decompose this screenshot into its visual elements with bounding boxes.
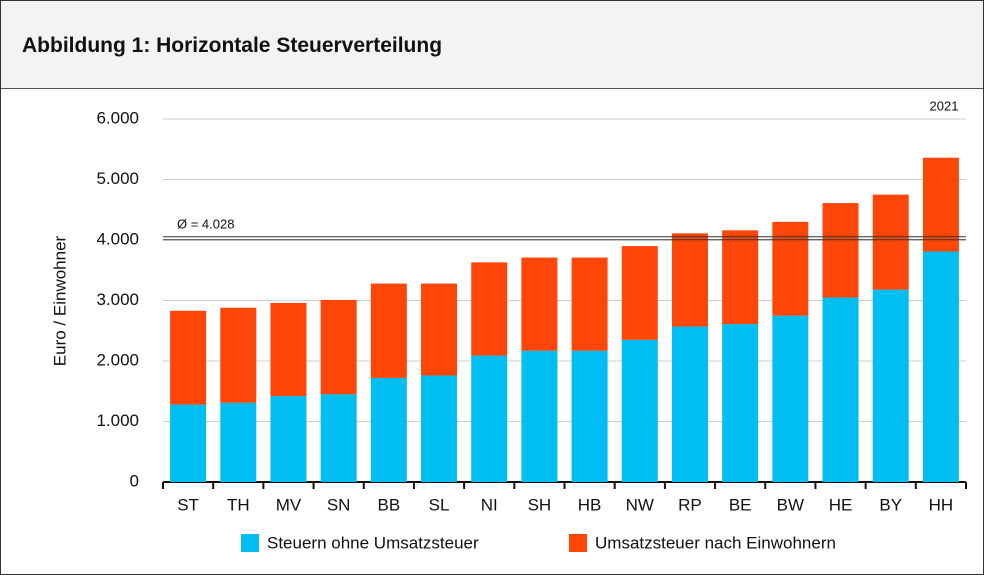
y-tick-label: 5.000 [96, 169, 139, 188]
x-tick-label: SN [327, 495, 351, 514]
x-tick-label: HH [929, 495, 954, 514]
bar-segment [270, 302, 307, 397]
bar-segment [872, 194, 909, 290]
chart-title: Abbildung 1: Horizontale Steuerverteilun… [22, 34, 443, 57]
bar-segment [320, 299, 357, 395]
x-tick-label: BE [729, 495, 752, 514]
bar-segment [571, 257, 608, 351]
bar-segment [772, 221, 809, 316]
bar-segment [922, 157, 959, 252]
y-axis-label: Euro / Einwohner [50, 235, 69, 366]
bar-segment [772, 315, 809, 482]
bar-segment [822, 203, 859, 298]
legend-swatch [241, 534, 259, 552]
bar-segment [722, 230, 759, 325]
x-tick-label: ST [177, 495, 199, 514]
x-tick-label: BB [378, 495, 401, 514]
bar-segment [571, 350, 608, 482]
bar-segment [521, 350, 558, 482]
bar-segment [722, 324, 759, 482]
bar-segment [521, 257, 558, 351]
x-tick-label: BY [879, 495, 902, 514]
x-tick-label: TH [227, 495, 250, 514]
header: Abbildung 1: Horizontale Steuerverteilun… [1, 1, 983, 89]
x-tick-label: BW [777, 495, 804, 514]
legend-swatch [569, 534, 587, 552]
bar-segment [320, 394, 357, 482]
x-tick-label: SH [528, 495, 552, 514]
x-tick-label: MV [276, 495, 302, 514]
bar-segment [621, 246, 658, 340]
bar-segment [872, 289, 909, 482]
bar-segment [421, 283, 458, 376]
bar-segment [822, 297, 859, 482]
bar-segment [421, 375, 458, 482]
bar-segment [671, 326, 708, 482]
bar-segment [170, 310, 207, 405]
bar-segment [471, 355, 508, 482]
bar-segment [370, 377, 407, 482]
bar-segment [922, 251, 959, 482]
bar-segment [471, 262, 508, 356]
bar-segment [220, 307, 257, 403]
y-tick-label: 1.000 [96, 411, 139, 430]
x-tick-label: HE [829, 495, 853, 514]
x-tick-label: NI [481, 495, 498, 514]
y-tick-label: 3.000 [96, 290, 139, 309]
bar-segment [671, 233, 708, 327]
x-tick-label: SL [429, 495, 450, 514]
y-tick-label: 4.000 [96, 229, 139, 248]
bar-segment [370, 283, 407, 378]
y-tick-label: 0 [130, 471, 139, 490]
y-tick-label: 6.000 [96, 108, 139, 127]
average-label: Ø = 4.028 [177, 217, 234, 232]
annotation: 2021 [930, 98, 959, 113]
bar-segment [270, 396, 307, 482]
x-tick-label: NW [626, 495, 654, 514]
bar-segment [170, 404, 207, 482]
x-tick-label: RP [678, 495, 702, 514]
x-tick-label: HB [578, 495, 602, 514]
y-tick-label: 2.000 [96, 350, 139, 369]
legend-label: Steuern ohne Umsatzsteuer [267, 533, 479, 552]
bar-segment [621, 339, 658, 482]
legend-label: Umsatzsteuer nach Einwohnern [595, 533, 836, 552]
bar-segment [220, 402, 257, 482]
